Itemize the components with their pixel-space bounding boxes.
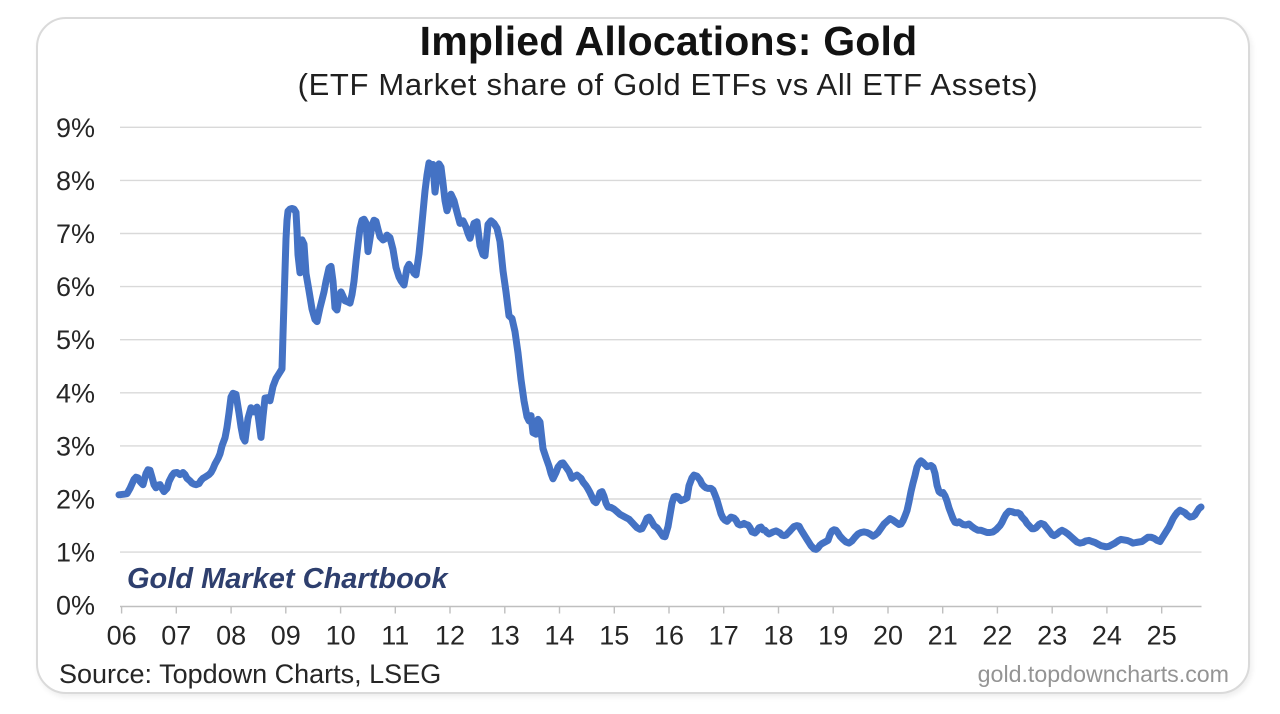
- svg-text:23: 23: [1037, 621, 1067, 651]
- svg-text:Implied Allocations: Gold: Implied Allocations: Gold: [420, 18, 918, 64]
- svg-text:18: 18: [763, 621, 793, 651]
- svg-text:22: 22: [982, 621, 1012, 651]
- svg-text:06: 06: [107, 621, 137, 651]
- svg-text:12: 12: [435, 621, 465, 651]
- svg-text:24: 24: [1092, 621, 1122, 651]
- svg-text:Source: Topdown Charts, LSEG: Source: Topdown Charts, LSEG: [59, 659, 441, 689]
- svg-text:Gold Market Chartbook: Gold Market Chartbook: [127, 563, 450, 595]
- svg-text:4%: 4%: [56, 378, 95, 408]
- svg-text:25: 25: [1147, 621, 1177, 651]
- svg-text:07: 07: [161, 621, 191, 651]
- svg-text:1%: 1%: [56, 538, 95, 568]
- svg-text:8%: 8%: [56, 166, 95, 196]
- svg-text:6%: 6%: [56, 272, 95, 302]
- svg-text:11: 11: [381, 621, 409, 651]
- svg-text:20: 20: [873, 621, 903, 651]
- svg-text:7%: 7%: [56, 219, 95, 249]
- svg-text:19: 19: [818, 621, 848, 651]
- svg-text:5%: 5%: [56, 325, 95, 355]
- svg-text:13: 13: [490, 621, 520, 651]
- svg-text:(ETF Market share of Gold ETFs: (ETF Market share of Gold ETFs vs All ET…: [298, 67, 1039, 102]
- svg-text:08: 08: [216, 621, 246, 651]
- svg-text:3%: 3%: [56, 431, 95, 461]
- svg-text:10: 10: [326, 621, 356, 651]
- svg-text:gold.topdowncharts.com: gold.topdowncharts.com: [978, 661, 1229, 687]
- svg-text:21: 21: [928, 621, 958, 651]
- svg-text:0%: 0%: [56, 591, 95, 621]
- svg-text:9%: 9%: [56, 113, 95, 143]
- svg-text:15: 15: [599, 621, 629, 651]
- svg-text:16: 16: [654, 621, 684, 651]
- svg-text:14: 14: [544, 621, 574, 651]
- svg-text:2%: 2%: [56, 485, 95, 515]
- svg-text:09: 09: [271, 621, 301, 651]
- svg-text:17: 17: [709, 621, 739, 651]
